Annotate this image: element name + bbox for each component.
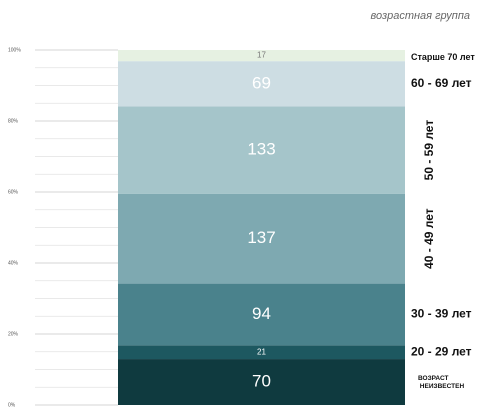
bar-segment [118, 283, 405, 346]
data-label: 17 [257, 51, 266, 60]
legend-label: 40 - 49 лет [422, 208, 436, 269]
bar-segment [118, 193, 405, 284]
y-tick-label: 20% [8, 331, 19, 337]
chart-title: возрастная группа [370, 10, 470, 22]
y-tick-label: 80% [8, 118, 19, 124]
bar-segment [118, 61, 405, 107]
data-label: 137 [247, 228, 275, 247]
data-label: 70 [252, 372, 271, 391]
legend-label: 20 - 29 лет [411, 344, 472, 358]
data-label: 69 [252, 73, 271, 92]
legend-label: 30 - 39 лет [411, 307, 472, 321]
bar-segment [118, 106, 405, 194]
bar-segment [118, 359, 405, 405]
y-tick-label: 0% [8, 402, 16, 408]
bar-segment [118, 50, 405, 62]
data-label: 133 [247, 140, 275, 159]
data-label: 94 [252, 304, 271, 323]
legend-label: 50 - 59 лет [422, 120, 436, 181]
data-label: 21 [257, 347, 266, 356]
bar-segment [118, 345, 405, 360]
legend-label: 60 - 69 лет [411, 76, 472, 90]
legend-label: Старше 70 лет [411, 52, 475, 62]
legend-label: ВОЗРАСТ НЕИЗВЕСТЕН [418, 375, 464, 390]
y-tick-label: 40% [8, 260, 19, 266]
y-tick-label: 100% [8, 47, 21, 53]
y-tick-label: 60% [8, 189, 19, 195]
